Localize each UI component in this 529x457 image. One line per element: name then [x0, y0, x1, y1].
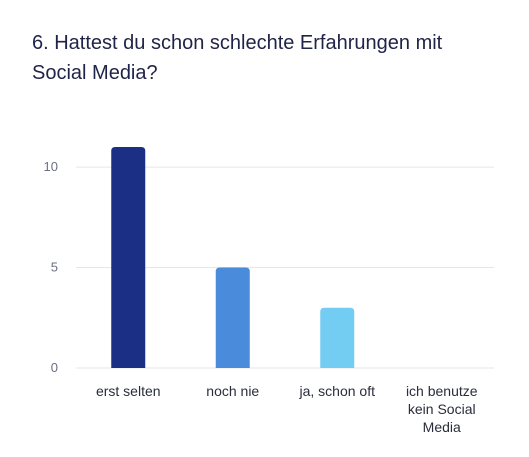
bar-1[interactable] — [111, 147, 146, 368]
x-category-label: kein Social — [408, 401, 476, 417]
y-tick-label: 0 — [51, 360, 58, 375]
x-category-label: Media — [423, 419, 461, 435]
y-tick-label: 10 — [44, 159, 58, 174]
x-category-label: ich benutze — [406, 383, 478, 399]
x-category-label: erst selten — [96, 383, 161, 399]
x-category-label: noch nie — [206, 383, 259, 399]
bar-2[interactable] — [215, 267, 250, 368]
x-category-label: ja, schon oft — [299, 383, 376, 399]
bar-3[interactable] — [320, 307, 355, 368]
chart-title: 6. Hattest du schon schlechte Erfahrunge… — [32, 32, 443, 84]
y-tick-label: 5 — [51, 260, 58, 275]
